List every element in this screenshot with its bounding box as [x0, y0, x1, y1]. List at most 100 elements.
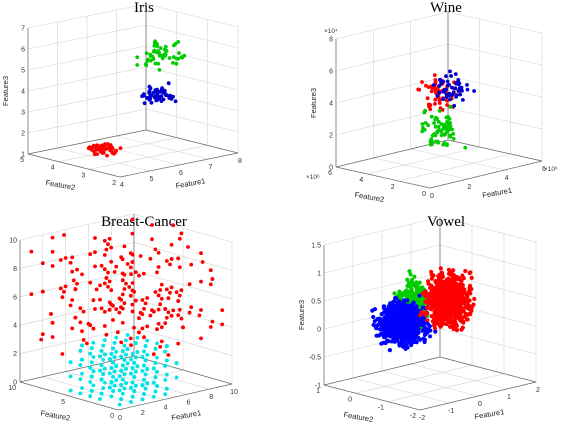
data-point [439, 122, 444, 126]
data-point [391, 312, 396, 317]
data-point [177, 307, 182, 312]
data-point [147, 89, 152, 93]
data-point [163, 363, 168, 368]
series-1 [140, 81, 178, 106]
data-point [107, 145, 112, 150]
data-point [158, 344, 163, 349]
grid-line [27, 108, 147, 134]
data-point [63, 256, 68, 260]
grid-line [27, 87, 147, 113]
chart-title: Iris [134, 0, 154, 16]
z-tick-label: 1 [317, 271, 321, 278]
series-0 [29, 217, 225, 376]
data-point [156, 250, 161, 255]
data-point [107, 279, 112, 284]
data-point [437, 84, 442, 88]
data-point [441, 305, 446, 311]
grid-line [447, 75, 543, 98]
data-point [133, 369, 138, 374]
z-tick-label: 1.5 [311, 243, 321, 250]
data-point [428, 334, 433, 339]
data-point [423, 289, 428, 294]
grid-line [19, 327, 135, 354]
data-point [472, 296, 477, 301]
data-point [148, 54, 153, 58]
x-exponent-label: ×10⁶ [544, 166, 558, 173]
data-point [119, 305, 123, 310]
data-point [409, 328, 415, 333]
grid-line [335, 43, 449, 72]
data-point [441, 79, 445, 84]
data-point [151, 366, 156, 371]
data-point [138, 310, 143, 315]
data-point [155, 369, 159, 374]
grid-line [57, 147, 150, 172]
grid-line [145, 66, 239, 91]
data-point [453, 297, 458, 302]
data-point [120, 292, 125, 297]
data-point [174, 56, 179, 61]
data-point [438, 266, 443, 271]
x-tick-label: 2 [141, 410, 145, 417]
data-point [381, 306, 387, 311]
data-point [410, 283, 415, 288]
data-point [159, 339, 164, 344]
data-point [452, 103, 457, 108]
data-point [445, 103, 449, 107]
data-point [210, 319, 215, 324]
data-point [411, 297, 416, 302]
data-point [124, 281, 128, 286]
data-point [133, 355, 138, 360]
data-point [137, 330, 141, 335]
data-point [88, 394, 93, 399]
data-point [454, 93, 459, 98]
data-point [176, 341, 181, 346]
data-point [164, 287, 169, 292]
data-point [104, 276, 109, 280]
z-tick-label: 3 [21, 110, 25, 117]
data-point [84, 341, 89, 346]
data-point [379, 341, 384, 346]
x-tick-label: 8 [238, 158, 242, 165]
data-point [445, 143, 449, 148]
data-point [429, 284, 434, 290]
data-point [446, 276, 451, 281]
data-point [153, 361, 158, 365]
data-point [168, 262, 172, 267]
data-point [50, 335, 55, 339]
data-point [404, 328, 409, 334]
data-point [145, 367, 150, 371]
x-tick-label: 4 [120, 182, 124, 189]
data-point [137, 316, 141, 321]
data-point [391, 309, 396, 314]
data-point [439, 270, 445, 275]
panel-vowel: -2-1012-2-101-1-0.500.511.5Feature1Featu… [297, 214, 540, 424]
data-point [127, 285, 132, 289]
data-point [451, 268, 456, 273]
data-point [40, 289, 45, 294]
panel-iris: 4567823451234567Feature1Feature2Feature3… [1, 0, 242, 192]
data-point [465, 301, 470, 306]
data-point [143, 344, 148, 348]
grid-line [27, 24, 147, 50]
data-point [145, 324, 150, 329]
data-point [448, 104, 453, 109]
data-point [446, 290, 451, 295]
data-point [153, 88, 158, 93]
data-point [469, 275, 474, 280]
data-point [392, 339, 397, 344]
data-point [151, 352, 156, 357]
data-point [130, 217, 135, 222]
data-point [80, 357, 84, 362]
data-point [423, 312, 428, 317]
data-point [151, 380, 156, 385]
data-point [93, 307, 97, 311]
floor-edge [19, 355, 135, 383]
data-point [107, 357, 112, 362]
data-point [208, 282, 213, 287]
data-point [120, 363, 125, 368]
data-point [448, 124, 453, 128]
data-point [444, 322, 449, 327]
data-point [158, 288, 163, 292]
data-point [50, 249, 55, 254]
